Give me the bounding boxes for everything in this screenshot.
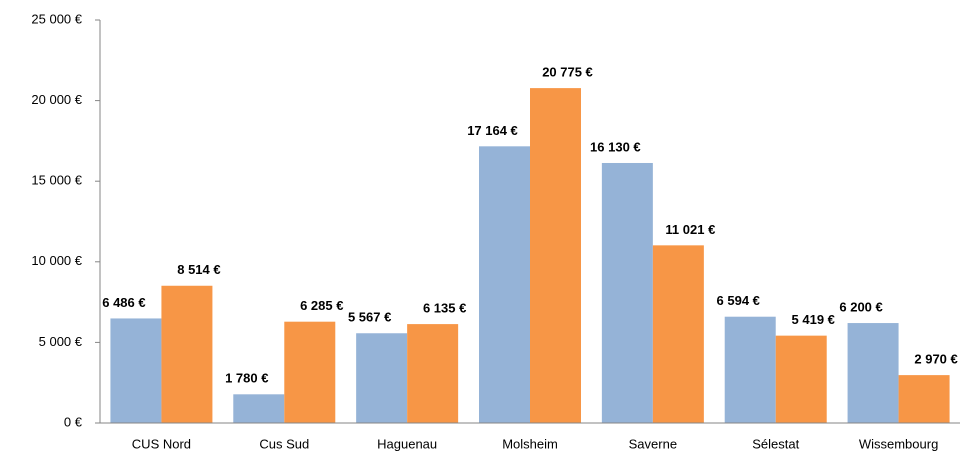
bar bbox=[530, 88, 581, 424]
bar bbox=[847, 323, 899, 423]
bar bbox=[652, 245, 704, 423]
value-label: 1 780 € bbox=[225, 371, 268, 386]
value-label: 6 200 € bbox=[839, 299, 882, 314]
value-label: 6 285 € bbox=[300, 298, 343, 313]
bar bbox=[407, 324, 459, 423]
value-label: 6 135 € bbox=[423, 301, 466, 316]
y-tick-label: 15 000 € bbox=[31, 173, 82, 188]
x-tick-label: Molsheim bbox=[502, 436, 558, 451]
y-tick-label: 10 000 € bbox=[31, 253, 82, 268]
x-tick-label: Wissembourg bbox=[859, 436, 938, 451]
bar bbox=[233, 394, 285, 423]
x-tick-label: Sélestat bbox=[752, 436, 799, 451]
bar bbox=[284, 321, 336, 423]
value-label: 8 514 € bbox=[177, 262, 220, 277]
x-tick-label: CUS Nord bbox=[132, 436, 191, 451]
value-label: 16 130 € bbox=[590, 139, 641, 154]
value-label: 6 486 € bbox=[102, 295, 145, 310]
bar bbox=[479, 146, 530, 423]
value-label: 20 775 € bbox=[542, 65, 593, 80]
y-tick-label: 5 000 € bbox=[39, 334, 83, 349]
y-tick-label: 25 000 € bbox=[31, 11, 82, 26]
x-tick-label: Saverne bbox=[629, 436, 677, 451]
value-label: 11 021 € bbox=[665, 222, 715, 237]
value-label: 5 419 € bbox=[792, 312, 835, 327]
bar bbox=[775, 335, 827, 423]
bar bbox=[898, 375, 950, 423]
value-label: 17 164 € bbox=[467, 123, 518, 138]
bar bbox=[110, 318, 162, 423]
y-tick-label: 20 000 € bbox=[31, 92, 82, 107]
y-tick-label: 0 € bbox=[64, 414, 83, 429]
bar bbox=[601, 162, 653, 423]
value-label: 5 567 € bbox=[348, 310, 391, 325]
bar bbox=[356, 333, 408, 423]
bar bbox=[161, 285, 213, 423]
value-label: 6 594 € bbox=[717, 293, 760, 308]
bar bbox=[724, 316, 776, 423]
value-label: 2 970 € bbox=[914, 352, 957, 367]
x-tick-label: Haguenau bbox=[377, 436, 437, 451]
x-tick-label: Cus Sud bbox=[259, 436, 309, 451]
